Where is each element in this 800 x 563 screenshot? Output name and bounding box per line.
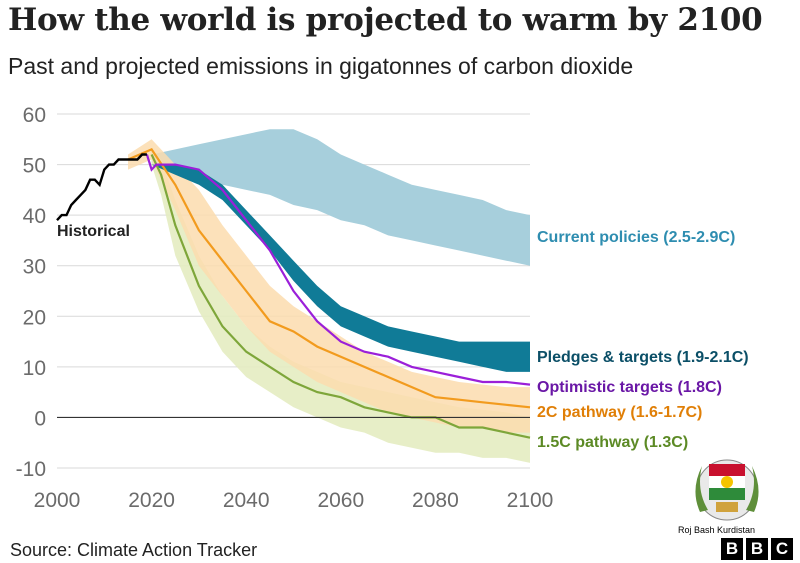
chart-title: How the world is projected to warm by 21… (8, 2, 763, 38)
emblem-flag-green (709, 488, 745, 500)
emblem-left-wreath (695, 466, 708, 512)
y-tick-label: 20 (23, 306, 46, 329)
watermark-text: Roj Bash Kurdistan (678, 525, 756, 535)
emblem-right-wreath (746, 466, 759, 512)
emblem-flag-red (709, 464, 745, 476)
pledges-targets-label: Pledges & targets (1.9-2.1C) (537, 349, 749, 366)
y-tick-label: 40 (23, 205, 46, 228)
axis-layer: -10 0 10 20 30 40 50 60 2000 2020 2040 2060 2080 2100 (16, 104, 554, 512)
bbc-logo: B B C (721, 538, 793, 560)
x-tick-label: 2080 (412, 489, 459, 512)
label-layer: Historical Current policies (2.5-2.9C) Ple… (57, 223, 749, 451)
y-tick-label: -10 (16, 458, 46, 481)
pathway-1-5c-label: 1.5C pathway (1.3C) (537, 434, 688, 451)
bbc-logo-letter: C (771, 538, 793, 560)
watermark-emblem (695, 459, 759, 521)
x-tick-label: 2100 (507, 489, 554, 512)
x-tick-label: 2020 (128, 489, 175, 512)
y-tick-label: 60 (23, 104, 46, 127)
x-tick-label: 2040 (223, 489, 270, 512)
bbc-logo-letter: B (721, 538, 743, 560)
pathway-2c-label: 2C pathway (1.6-1.7C) (537, 404, 702, 421)
pathway-1-5c-band (151, 149, 530, 463)
x-tick-label: 2000 (34, 489, 81, 512)
source-note: Source: Climate Action Tracker (10, 540, 258, 560)
y-tick-label: 30 (23, 256, 46, 279)
historical-label: Historical (57, 223, 130, 240)
optimistic-targets-label: Optimistic targets (1.8C) (537, 379, 722, 396)
pathway-1-5c-line (150, 154, 531, 439)
y-tick-label: 0 (34, 407, 46, 430)
current-policies-band (151, 129, 530, 266)
x-tick-label: 2060 (317, 489, 364, 512)
pathway-2c-line (127, 148, 531, 409)
optimistic-targets-line (145, 154, 531, 386)
pledges-targets-band (151, 164, 530, 372)
emblem-sun-icon (721, 476, 733, 488)
chart-subtitle: Past and projected emissions in gigatonn… (8, 53, 634, 79)
band-layer (128, 129, 530, 463)
current-policies-label: Current policies (2.5-2.9C) (537, 229, 735, 246)
bbc-logo-letter: B (746, 538, 768, 560)
y-tick-label: 10 (23, 357, 46, 380)
y-tick-label: 50 (23, 155, 46, 178)
line-layer (56, 148, 531, 439)
emblem-base (716, 502, 738, 512)
historical-line (56, 153, 147, 222)
